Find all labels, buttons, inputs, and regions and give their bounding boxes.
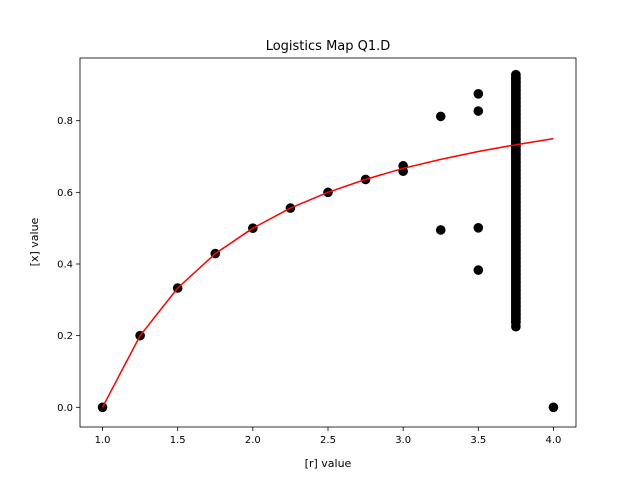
- scatter-point: [435, 225, 446, 235]
- y-axis-label: [x] value: [28, 217, 41, 266]
- y-tick-label: 0.8: [57, 116, 73, 127]
- x-axis: 1.0 1.5 2.0 2.5 3.0 3.5 4.0: [95, 427, 562, 446]
- scatter-band-point: [511, 69, 521, 80]
- y-tick-label: 0.0: [57, 403, 73, 414]
- scatter-point: [473, 223, 484, 233]
- x-axis-label: [r] value: [305, 457, 352, 470]
- plot-area: [79, 57, 577, 428]
- chart-title: Logistics Map Q1.D: [266, 39, 391, 54]
- scatter-point: [473, 106, 484, 116]
- scatter-point: [473, 89, 484, 99]
- scatter-point: [435, 111, 446, 122]
- scatter-point: [473, 265, 484, 275]
- x-tick-label: 4.0: [546, 435, 562, 446]
- x-tick-label: 2.0: [245, 435, 261, 446]
- y-axis: 0.0 0.2 0.4 0.6 0.8: [57, 116, 80, 414]
- y-tick-label: 0.6: [57, 188, 73, 199]
- x-tick-label: 3.5: [470, 435, 486, 446]
- x-tick-label: 1.5: [170, 435, 186, 446]
- y-tick-label: 0.2: [57, 331, 73, 342]
- scatter-point: [548, 402, 559, 413]
- y-tick-label: 0.4: [57, 259, 73, 270]
- data-marks: [97, 69, 559, 413]
- x-tick-label: 1.0: [95, 435, 111, 446]
- series-line: [101, 137, 554, 408]
- x-tick-label: 3.0: [395, 435, 411, 446]
- x-tick-label: 2.5: [320, 435, 336, 446]
